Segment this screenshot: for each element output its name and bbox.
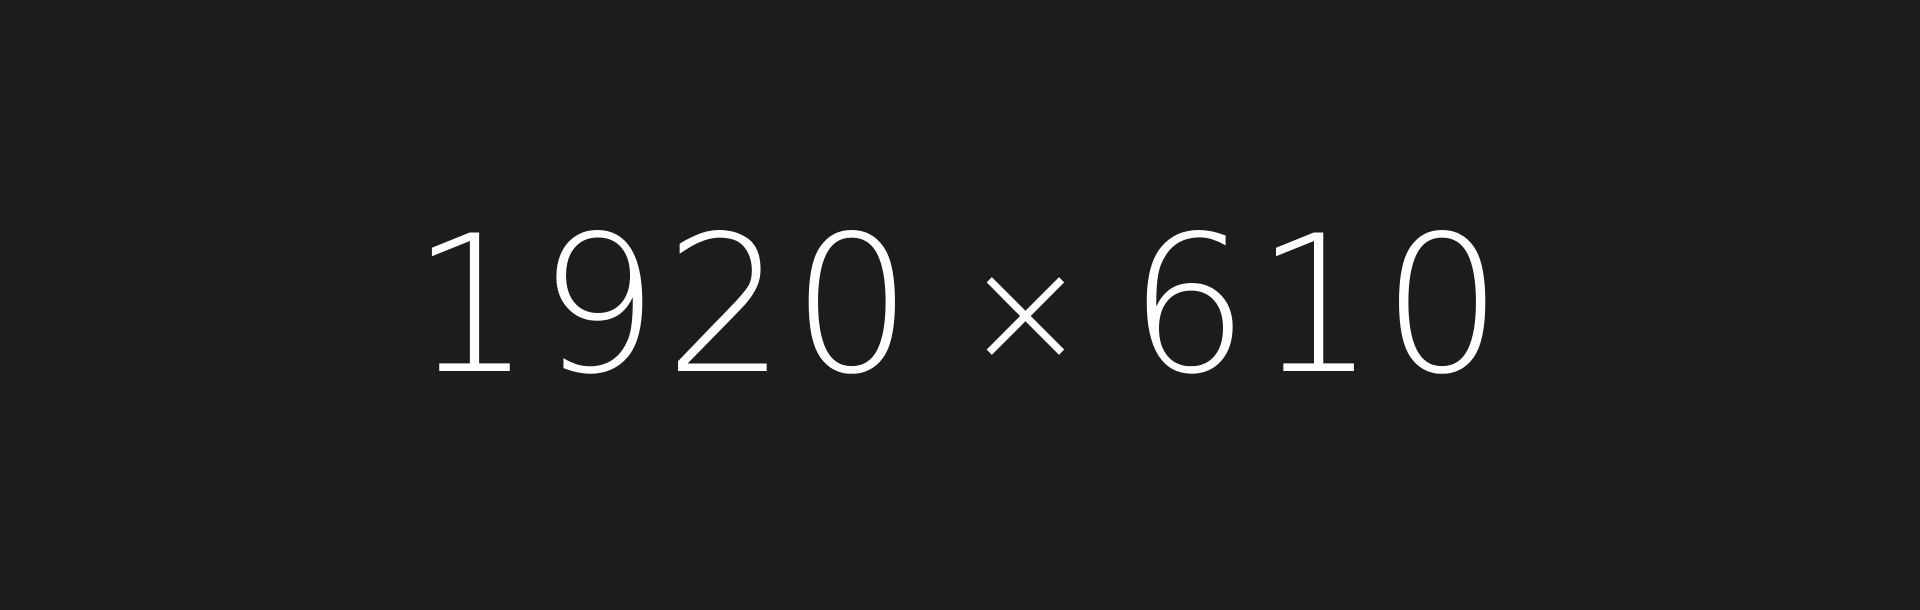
width-value: 1920 (411, 195, 919, 416)
height-value: 610 (1128, 195, 1509, 416)
dimensions-label: 1920 × 610 (411, 211, 1509, 401)
times-separator: × (962, 225, 1095, 399)
